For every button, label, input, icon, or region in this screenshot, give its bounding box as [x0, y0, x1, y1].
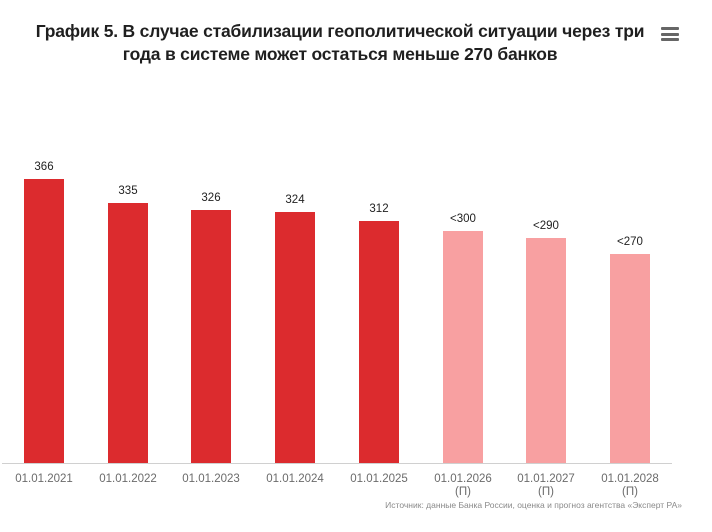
x-tick-date: 01.01.2028 [601, 473, 659, 485]
x-tick-label: 01.01.2021 [2, 473, 86, 486]
bar-01.01.2023[interactable] [191, 210, 231, 463]
x-tick-date: 01.01.2021 [15, 473, 73, 485]
x-tick-date: 01.01.2025 [350, 473, 408, 485]
bar-01.01.2021[interactable] [24, 179, 64, 463]
x-tick-date: 01.01.2023 [182, 473, 240, 485]
bar-value-label: 366 [34, 161, 54, 173]
bar-01.01.2028[interactable] [610, 254, 650, 463]
x-tick-forecast-marker: (П) [538, 486, 554, 498]
menu-line [661, 27, 679, 30]
chart-title: График 5. В случае стабилизации геополит… [35, 21, 645, 64]
x-tick-label: 01.01.2027 (П) [504, 473, 588, 499]
x-tick-date: 01.01.2024 [266, 473, 324, 485]
menu-line [661, 38, 679, 41]
bar-value-label: 324 [285, 194, 305, 206]
x-tick-label: 01.01.2026 (П) [421, 473, 505, 499]
bar-value-label: 335 [118, 185, 138, 197]
menu-line [661, 32, 679, 36]
bar-01.01.2022[interactable] [108, 203, 148, 463]
bar-value-label: <270 [617, 236, 643, 248]
bar-01.01.2025[interactable] [359, 221, 399, 463]
x-tick-date: 01.01.2022 [99, 473, 157, 485]
x-tick-date: 01.01.2026 [434, 473, 492, 485]
source-note: Источник: данные Банка России, оценка и … [385, 500, 682, 510]
x-tick-label: 01.01.2028 (П) [588, 473, 672, 499]
x-tick-label: 01.01.2025 [337, 473, 421, 486]
x-tick-date: 01.01.2027 [517, 473, 575, 485]
x-tick-label: 01.01.2024 [253, 473, 337, 486]
bar-01.01.2026[interactable] [443, 231, 483, 463]
x-tick-forecast-marker: (П) [455, 486, 471, 498]
bar-01.01.2027[interactable] [526, 238, 566, 463]
bar-value-label: 326 [201, 192, 221, 204]
bar-01.01.2024[interactable] [275, 212, 315, 463]
x-tick-label: 01.01.2022 [86, 473, 170, 486]
bar-value-label: <290 [533, 220, 559, 232]
x-axis-line [2, 463, 672, 464]
hamburger-menu-icon[interactable] [661, 27, 679, 41]
x-tick-label: 01.01.2023 [169, 473, 253, 486]
bar-value-label: <300 [450, 213, 476, 225]
bar-value-label: 312 [369, 203, 389, 215]
x-tick-forecast-marker: (П) [622, 486, 638, 498]
